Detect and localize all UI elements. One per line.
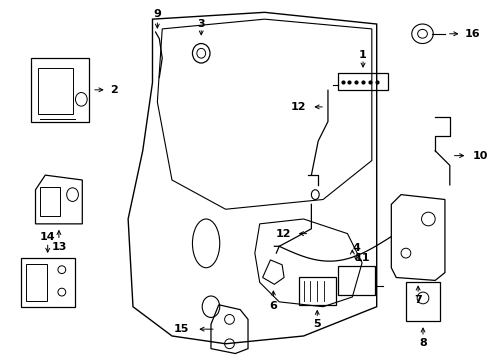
Bar	[26, 264, 47, 301]
Text: 5: 5	[313, 319, 321, 329]
Bar	[298, 278, 335, 305]
Text: 8: 8	[418, 338, 426, 348]
Bar	[405, 282, 439, 321]
Bar	[337, 73, 387, 90]
Bar	[41, 187, 60, 216]
Text: 15: 15	[174, 324, 189, 334]
Text: 10: 10	[471, 150, 487, 161]
Text: 4: 4	[351, 243, 360, 253]
Text: 14: 14	[40, 231, 56, 242]
Text: 6: 6	[269, 301, 277, 311]
Text: 16: 16	[464, 29, 479, 39]
Bar	[39, 68, 72, 114]
Text: 7: 7	[413, 295, 421, 305]
Text: 11: 11	[354, 253, 369, 263]
Bar	[21, 258, 74, 307]
Text: 12: 12	[275, 229, 290, 239]
Bar	[337, 266, 374, 295]
Bar	[31, 58, 89, 122]
Text: 9: 9	[153, 9, 161, 19]
Text: 12: 12	[290, 102, 306, 112]
Text: 2: 2	[110, 85, 118, 95]
Text: 1: 1	[359, 50, 366, 60]
Text: 13: 13	[51, 242, 66, 252]
Text: 3: 3	[197, 19, 204, 29]
